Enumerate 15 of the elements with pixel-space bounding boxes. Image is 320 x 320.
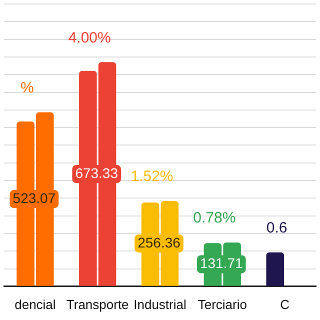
- annotation: 0.78%: [193, 210, 236, 227]
- annotation: 1.52%: [130, 168, 174, 186]
- x-tick-label: Transporte: [66, 296, 129, 312]
- x-tick-label: Industrial: [134, 296, 186, 312]
- data-label: 256.36: [138, 234, 181, 250]
- x-tick-label: dencial: [14, 296, 56, 312]
- annotation: %: [20, 79, 34, 96]
- data-label: 673.33: [75, 164, 118, 181]
- data-label: 131.71: [200, 255, 244, 272]
- data-label: 523.07: [12, 190, 56, 206]
- annotation: 0.6: [266, 220, 288, 237]
- bar: [266, 252, 284, 286]
- annotation: 4.00%: [68, 29, 111, 46]
- x-tick-label: C: [280, 296, 290, 312]
- x-tick-label: Terciario: [198, 296, 247, 312]
